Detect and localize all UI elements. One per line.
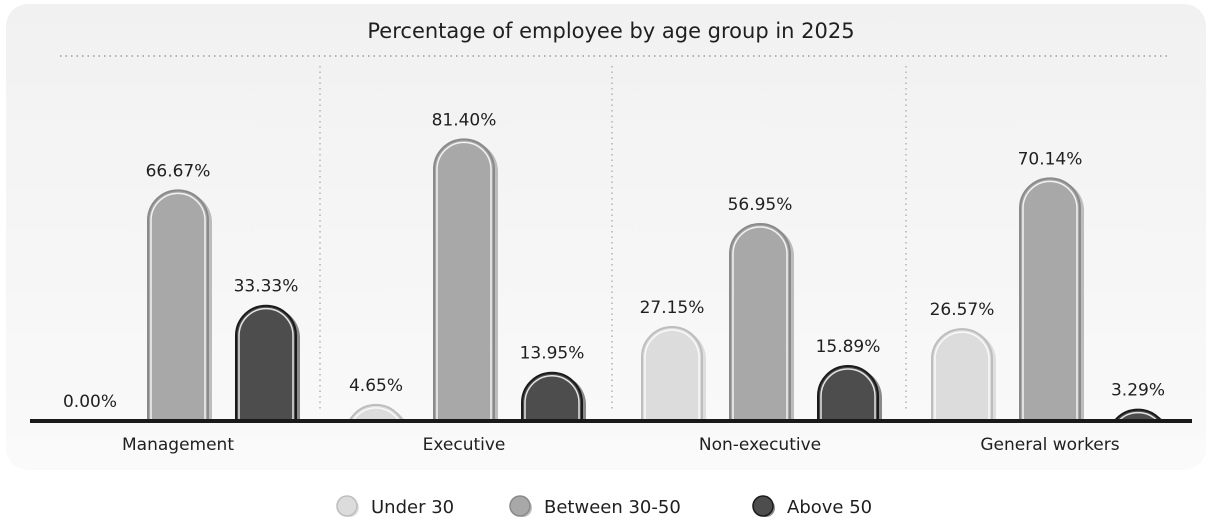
value-label-management-above-50: 33.33% (234, 277, 299, 297)
bars-layer: 0.00% 66.67% 33.33% 4.65% 81.40% 13.95% 27.15%… (63, 110, 1172, 421)
bar-highlight (238, 307, 294, 421)
legend: Under 30 Between 30-50 Above 50 (336, 495, 872, 518)
legend-label-between-30-50: Between 30-50 (544, 497, 681, 518)
category-label-general-workers: General workers (980, 435, 1119, 455)
chart-title: Percentage of employee by age group in 2… (367, 19, 854, 43)
value-label-non-executive-between-30-50: 56.95% (728, 195, 793, 215)
legend-item-under-30[interactable]: Under 30 (336, 495, 454, 518)
value-label-general-workers-above-50: 3.29% (1111, 381, 1165, 401)
value-label-executive-above-50: 13.95% (520, 344, 585, 364)
legend-label-under-30: Under 30 (371, 497, 454, 518)
bar-general-workers-under-30 (931, 328, 993, 421)
value-label-management-between-30-50: 66.67% (146, 161, 211, 181)
bar-executive-between-30-50 (433, 138, 495, 421)
value-label-non-executive-above-50: 15.89% (816, 337, 881, 357)
value-label-general-workers-under-30: 26.57% (930, 300, 995, 320)
bar-general-workers-between-30-50 (1019, 177, 1081, 421)
category-labels: Management Executive Non-executive General … (122, 435, 1120, 455)
value-label-general-workers-between-30-50: 70.14% (1018, 149, 1083, 169)
bar-non-executive-under-30 (641, 326, 703, 421)
bar-non-executive-above-50 (817, 365, 879, 421)
bar-management-between-30-50 (147, 189, 209, 421)
legend-marker-above-50 (752, 495, 774, 517)
bar-highlight (820, 368, 876, 421)
bar-non-executive-between-30-50 (729, 223, 791, 421)
bar-general-workers-above-50 (1113, 408, 1163, 421)
bar-highlight (644, 329, 700, 421)
bar-highlight (934, 331, 990, 421)
bar-highlight (436, 141, 492, 421)
bar-highlight (732, 226, 788, 421)
category-label-management: Management (122, 435, 234, 455)
value-label-management-under-30: 0.00% (63, 392, 117, 412)
bar-highlight (524, 374, 580, 421)
legend-marker-between-30-50 (509, 495, 531, 517)
bar-highlight (1022, 180, 1078, 421)
value-label-executive-under-30: 4.65% (349, 376, 403, 396)
legend-marker-under-30 (336, 495, 358, 517)
bar-highlight (352, 407, 400, 421)
bar-highlight (150, 192, 206, 421)
bar-executive-above-50 (521, 371, 583, 421)
bar-management-above-50 (235, 304, 297, 421)
value-label-non-executive-under-30: 27.15% (640, 298, 705, 318)
category-label-non-executive: Non-executive (699, 435, 821, 455)
legend-label-above-50: Above 50 (787, 497, 872, 518)
legend-item-between-30-50[interactable]: Between 30-50 (509, 495, 681, 518)
legend-item-above-50[interactable]: Above 50 (752, 495, 872, 518)
bar-highlight (1117, 411, 1159, 421)
value-label-executive-between-30-50: 81.40% (432, 110, 497, 130)
category-label-executive: Executive (423, 435, 506, 455)
bar-executive-under-30 (348, 403, 404, 421)
